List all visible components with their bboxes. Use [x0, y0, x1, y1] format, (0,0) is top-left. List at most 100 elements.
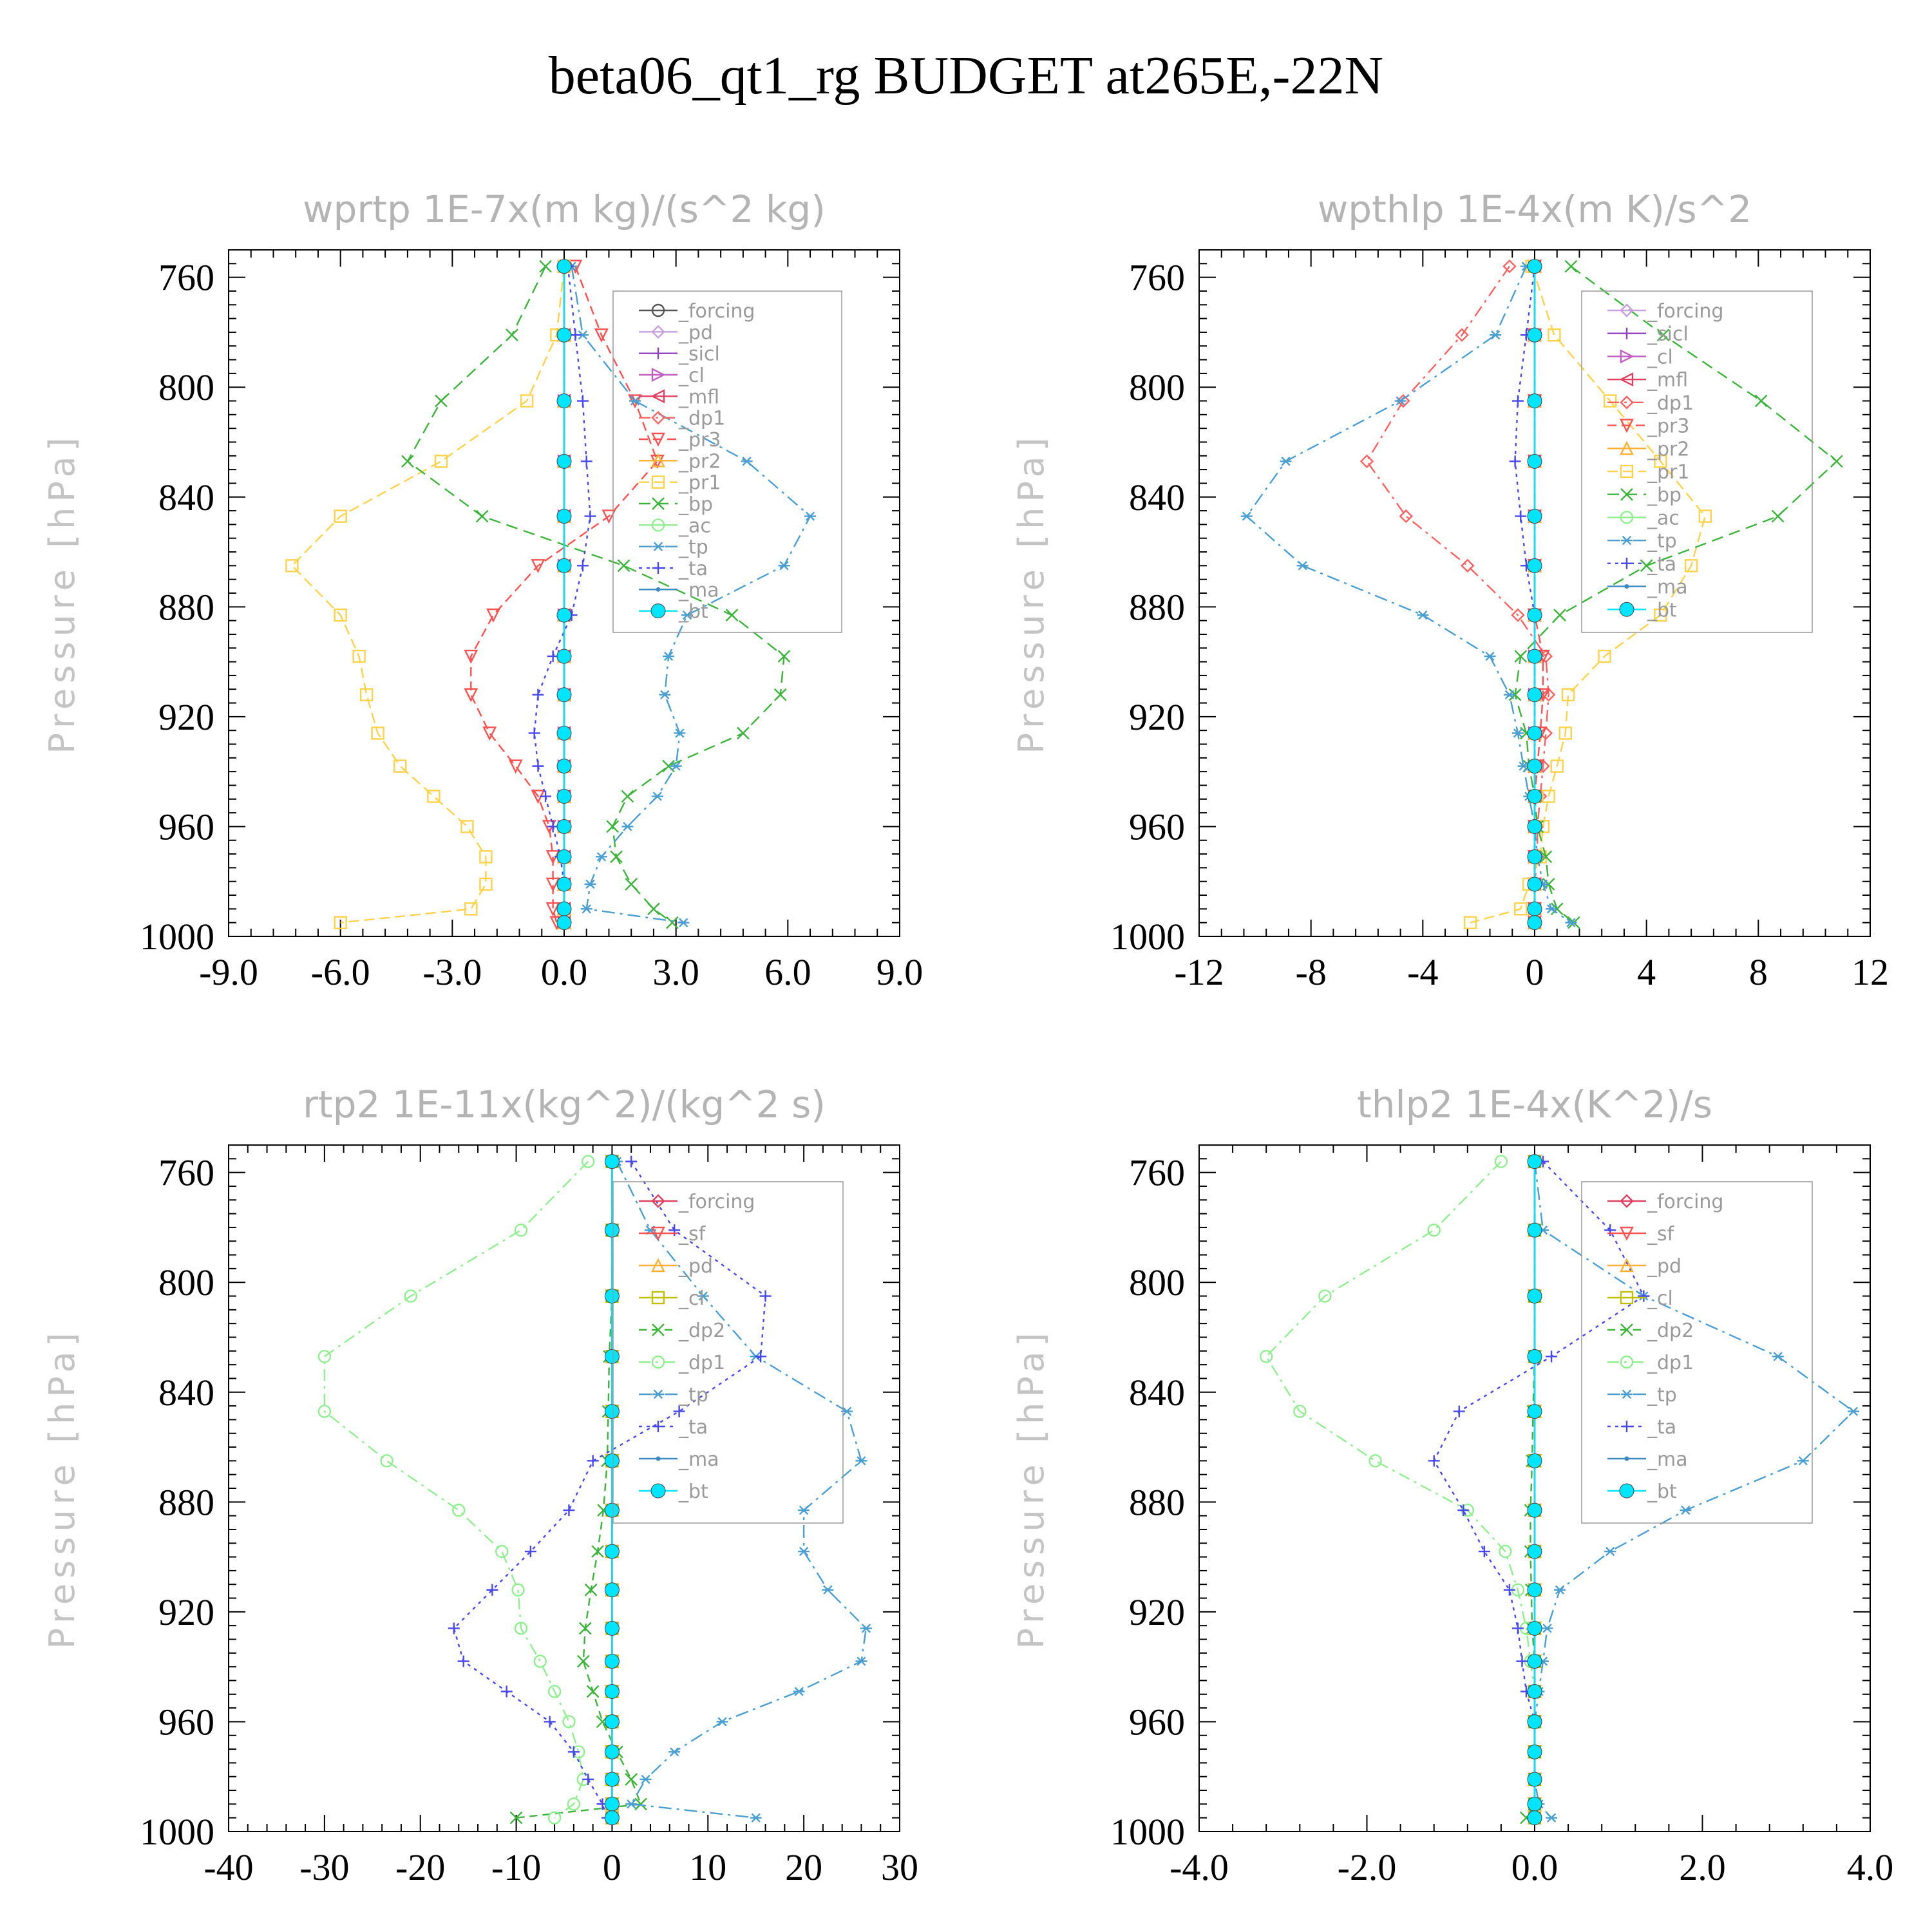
data-point_tp	[1280, 457, 1292, 466]
data-point_bp	[1640, 559, 1653, 573]
data-point_bt	[556, 725, 572, 741]
data-point_bt	[1527, 849, 1542, 864]
data-point_ta	[544, 1716, 556, 1728]
data-point_bt	[1527, 901, 1542, 916]
data-point_tp	[651, 791, 663, 801]
data-point_bt	[604, 1620, 620, 1636]
data-point_tp	[670, 761, 682, 771]
data-point_tp	[621, 822, 634, 831]
data-point_tp	[860, 1624, 872, 1633]
data-point_tp	[855, 1656, 867, 1666]
data-point_tp	[1546, 904, 1558, 914]
series-line_dp1	[323, 1160, 589, 1819]
data-point_bt	[1527, 687, 1542, 703]
y-tick-label: 800	[158, 1262, 214, 1303]
y-tick-label: 760	[158, 257, 214, 299]
data-point_bt	[604, 1684, 620, 1700]
x-tick-label: -8	[1296, 951, 1327, 993]
legend-label_ma: _ma	[678, 579, 719, 601]
legend-box	[1581, 1181, 1813, 1524]
data-point_pr1	[1598, 649, 1611, 663]
legend-marker_sf	[1620, 1226, 1634, 1241]
legend-label_bt: _bt	[678, 601, 708, 623]
data-point_bt	[1527, 327, 1542, 343]
legend-label_ma: _ma	[678, 1448, 719, 1471]
legend-marker_dp1	[1620, 395, 1634, 410]
data-point_bt	[1527, 1582, 1542, 1598]
legend-marker_pr1	[1620, 464, 1634, 478]
legend-marker_ta	[652, 1421, 664, 1432]
y-tick-label: 960	[1129, 1701, 1185, 1743]
data-point_ta	[587, 1455, 599, 1467]
data-point_bt	[604, 1796, 620, 1812]
figure-title: beta06_qt1_rg BUDGET at265E,-22N	[549, 46, 1383, 106]
legend-label_bt: _bt	[678, 1481, 708, 1503]
data-point_pr1	[359, 688, 374, 701]
data-point_pr1	[352, 649, 366, 663]
x-tick-label: 6.0	[764, 951, 811, 993]
data-point_ta	[1511, 395, 1524, 407]
data-point_tp	[629, 396, 641, 406]
data-point_bt	[556, 393, 572, 409]
data-point_pr1	[427, 790, 440, 803]
legend-marker_cl	[651, 368, 666, 382]
data-point_bt	[604, 1544, 620, 1559]
data-point_pr3	[508, 759, 523, 774]
data-point_bt	[556, 327, 572, 343]
legend-label_ma: _ma	[1647, 576, 1688, 599]
data-point_pr1	[479, 877, 493, 891]
legend-marker_bt	[1619, 1483, 1634, 1499]
legend-marker_dp1	[651, 410, 665, 425]
data-point_bt	[556, 876, 572, 892]
legend-marker_tp	[1621, 535, 1633, 545]
data-point_bp	[737, 726, 750, 740]
data-point_bt	[1527, 1684, 1542, 1700]
y-tick-label: 760	[1129, 257, 1185, 299]
y-tick-label: 880	[1129, 1481, 1185, 1523]
data-point_dp1	[562, 1715, 576, 1728]
legend-marker_pr2	[651, 453, 665, 468]
data-point_pr1	[1548, 328, 1561, 342]
data-point_tp	[798, 1546, 810, 1557]
data-point_dp1	[1318, 1289, 1332, 1303]
legend-marker_sicl	[652, 347, 664, 359]
data-point_dp1	[567, 1797, 581, 1811]
data-point_bt	[604, 1222, 620, 1238]
data-point_dp1	[1494, 1155, 1508, 1168]
legend-label_bt: _bt	[1647, 1481, 1677, 1503]
data-point_bt	[1527, 1654, 1542, 1669]
data-point_bt	[556, 509, 572, 524]
legend-label_pr1: _pr1	[1647, 461, 1689, 484]
series-line_tp	[571, 266, 811, 923]
data-point_bt	[1527, 915, 1542, 931]
legend-marker_cl	[1620, 1291, 1634, 1305]
data-point_tp	[855, 1456, 867, 1466]
data-point_bp	[647, 902, 660, 916]
legend: _forcing _sf _pd _cl _dp2 _dp1 _tp _ta _ma _bt	[1581, 1181, 1813, 1524]
y-tick-label: 760	[1129, 1152, 1185, 1194]
data-point_pr1	[1561, 688, 1575, 701]
legend-marker_dp2	[652, 1323, 665, 1336]
data-point_bt	[604, 1810, 620, 1826]
x-tick-label: 20	[785, 1846, 822, 1888]
data-point_dp1	[452, 1503, 466, 1517]
data-point_dp1	[1455, 328, 1469, 342]
data-point_bt	[1527, 393, 1542, 409]
legend-label_pr2: _pr2	[1647, 438, 1689, 460]
legend-label_ma: _ma	[1647, 1448, 1688, 1471]
data-point_ta	[1428, 1455, 1440, 1467]
data-point_ta	[457, 1655, 469, 1667]
y-tick-label: 920	[158, 1591, 214, 1633]
legend-label_forcing: _forcing	[678, 1191, 755, 1213]
data-point_pr1	[434, 455, 448, 468]
panel-title: thlp2 1E-4x(K^2)/s	[1357, 1083, 1712, 1126]
legend-label_dp2: _dp2	[678, 1320, 725, 1342]
data-point_pr1	[1604, 394, 1617, 408]
legend-marker_pr3	[1620, 419, 1634, 433]
data-point_bt	[604, 1453, 620, 1468]
data-point_bt	[604, 1654, 620, 1669]
legend-marker_cl	[1620, 349, 1634, 364]
data-point_pr1	[371, 726, 384, 740]
data-point_dp2	[584, 1583, 598, 1596]
data-point_bt	[1527, 649, 1542, 664]
